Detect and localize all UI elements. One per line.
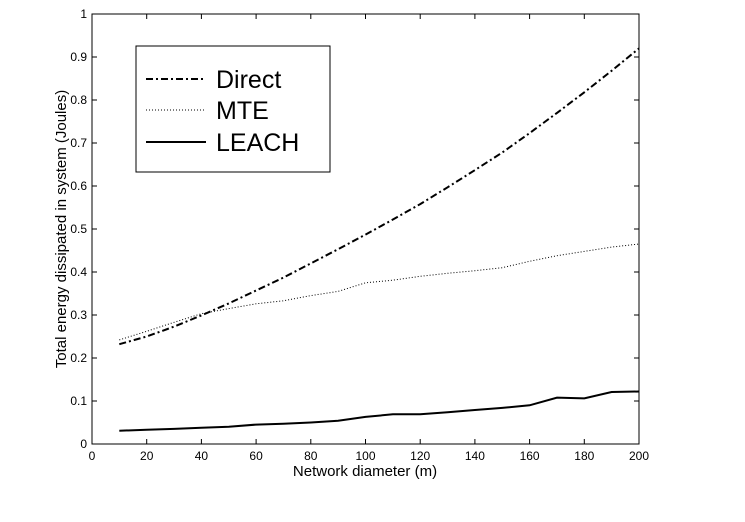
y-tick-label: 0.4 [70,265,87,279]
x-tick-label: 60 [249,449,263,463]
x-tick-label: 40 [195,449,209,463]
x-tick-label: 100 [355,449,375,463]
y-tick-label: 0.3 [70,308,87,322]
y-tick-label: 0.9 [70,50,87,64]
x-tick-label: 180 [574,449,594,463]
y-axis-label: Total energy dissipated in system (Joule… [53,90,70,368]
y-tick-label: 0.5 [70,222,87,236]
x-tick-label: 120 [410,449,430,463]
axis-ticks [91,13,640,445]
series-line-mte [119,243,640,341]
y-tick-label: 0.8 [70,93,87,107]
legend-label-mte: MTE [216,97,269,125]
tick-labels: 0 20 40 60 80 100 120 140 160 180 200 0 0.1 0.2 0.3 0.4… [70,7,649,463]
x-tick-label: 80 [304,449,318,463]
y-tick-label: 1 [80,7,87,21]
series-line-direct [119,47,640,346]
y-tick-label: 0.6 [70,179,87,193]
legend-box [135,45,331,173]
x-tick-label: 140 [465,449,485,463]
series-lines [119,47,640,432]
y-tick-label: 0 [80,437,87,451]
y-tick-label: 0.2 [70,351,87,365]
y-tick-label: 0.1 [70,394,87,408]
legend-label-direct: Direct [216,66,281,94]
x-tick-label: 200 [629,449,649,463]
x-tick-label: 0 [89,449,96,463]
y-tick-label: 0.7 [70,136,87,150]
x-tick-label: 160 [520,449,540,463]
legend-label-leach: LEACH [216,129,299,157]
legend: Direct MTE LEACH [135,45,331,173]
x-tick-label: 20 [140,449,154,463]
x-axis-label: Network diameter (m) [293,463,437,480]
series-line-leach [119,390,640,432]
